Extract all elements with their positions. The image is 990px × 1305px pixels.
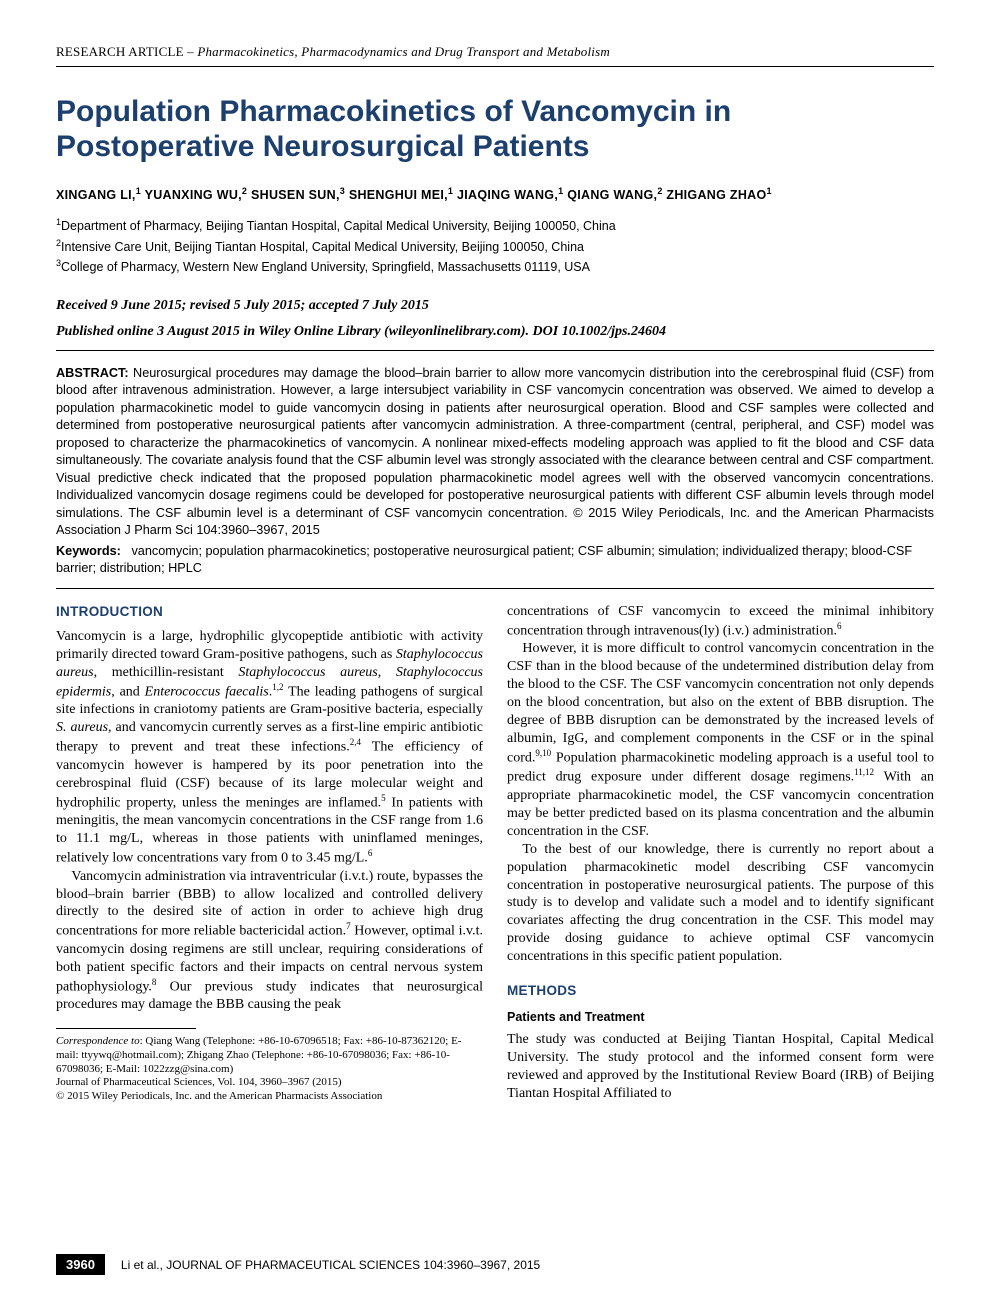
- two-column-body: INTRODUCTION Vancomycin is a large, hydr…: [56, 603, 934, 1104]
- affiliation-1: 1Department of Pharmacy, Beijing Tiantan…: [56, 216, 934, 237]
- affiliations: 1Department of Pharmacy, Beijing Tiantan…: [56, 216, 934, 278]
- running-header-label: RESEARCH ARTICLE –: [56, 44, 197, 59]
- affiliation-2: 2Intensive Care Unit, Beijing Tiantan Ho…: [56, 237, 934, 258]
- intro-paragraph-2: Vancomycin administration via intraventr…: [56, 868, 483, 1015]
- footnote-rule: [56, 1028, 196, 1029]
- keywords-text: vancomycin; population pharmacokinetics;…: [56, 544, 912, 576]
- copyright-footnote: © 2015 Wiley Periodicals, Inc. and the A…: [56, 1090, 483, 1104]
- rule-top: [56, 66, 934, 67]
- page-number: 3960: [56, 1254, 105, 1275]
- footnotes: Correspondence to: Qiang Wang (Telephone…: [56, 1035, 483, 1104]
- methods-paragraph-1: The study was conducted at Beijing Tiant…: [507, 1031, 934, 1103]
- keywords-label: Keywords:: [56, 544, 121, 558]
- right-paragraph-1: concentrations of CSF vancomycin to exce…: [507, 603, 934, 640]
- right-paragraph-3: To the best of our knowledge, there is c…: [507, 841, 934, 966]
- journal-footnote: Journal of Pharmaceutical Sciences, Vol.…: [56, 1076, 483, 1090]
- article-title: Population Pharmacokinetics of Vancomyci…: [56, 95, 934, 164]
- authors-line: XINGANG LI,1 YUANXING WU,2 SHUSEN SUN,3 …: [56, 186, 934, 202]
- column-left: INTRODUCTION Vancomycin is a large, hydr…: [56, 603, 483, 1104]
- column-right: concentrations of CSF vancomycin to exce…: [507, 603, 934, 1104]
- correspondence-footnote: Correspondence to: Qiang Wang (Telephone…: [56, 1035, 483, 1076]
- patients-subheading: Patients and Treatment: [507, 1009, 934, 1025]
- footer-citation: Li et al., JOURNAL OF PHARMACEUTICAL SCI…: [121, 1258, 540, 1272]
- keywords-block: Keywords: vancomycin; population pharmac…: [56, 543, 934, 578]
- rule-above-abstract: [56, 350, 934, 351]
- abstract-label: ABSTRACT:: [56, 366, 129, 380]
- dates-line: Received 9 June 2015; revised 5 July 201…: [56, 298, 934, 314]
- running-header-section: Pharmacokinetics, Pharmacodynamics and D…: [197, 44, 610, 59]
- publication-info: Published online 3 August 2015 in Wiley …: [56, 324, 934, 340]
- abstract-block: ABSTRACT: Neurosurgical procedures may d…: [56, 365, 934, 540]
- intro-paragraph-1: Vancomycin is a large, hydrophilic glyco…: [56, 628, 483, 867]
- affiliation-3: 3College of Pharmacy, Western New Englan…: [56, 257, 934, 278]
- rule-below-abstract: [56, 588, 934, 589]
- abstract-text: Neurosurgical procedures may damage the …: [56, 366, 934, 538]
- page-footer: 3960 Li et al., JOURNAL OF PHARMACEUTICA…: [56, 1254, 934, 1275]
- right-paragraph-2: However, it is more difficult to control…: [507, 640, 934, 840]
- page: RESEARCH ARTICLE – Pharmacokinetics, Pha…: [0, 0, 990, 1305]
- introduction-heading: INTRODUCTION: [56, 603, 483, 620]
- methods-heading: METHODS: [507, 982, 934, 999]
- running-header: RESEARCH ARTICLE – Pharmacokinetics, Pha…: [56, 44, 934, 60]
